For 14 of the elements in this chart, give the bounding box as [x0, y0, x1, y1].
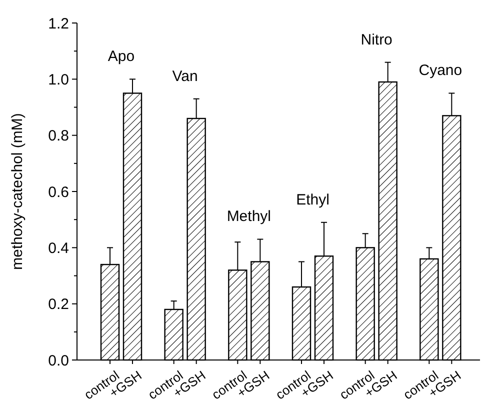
annotation: Cyano: [418, 62, 462, 80]
annotation: Van: [172, 68, 198, 85]
y-tick-label: 0.0: [48, 352, 69, 370]
y-tick-label: 0.6: [48, 184, 69, 201]
y-tick-label: 0.8: [48, 128, 69, 145]
y-tick-label: 0.2: [48, 296, 69, 314]
annotation: Nitro: [360, 31, 392, 48]
y-axis-title: methoxy-catechol (mM): [9, 113, 26, 270]
y-tick-label: 0.4: [48, 240, 69, 257]
annotation: Ethyl: [296, 191, 330, 208]
annotation: Apo: [108, 48, 135, 66]
y-tick-label: 1.2: [48, 15, 69, 32]
y-tick-label: 1.0: [48, 71, 69, 88]
annotation: Methyl: [226, 208, 272, 226]
